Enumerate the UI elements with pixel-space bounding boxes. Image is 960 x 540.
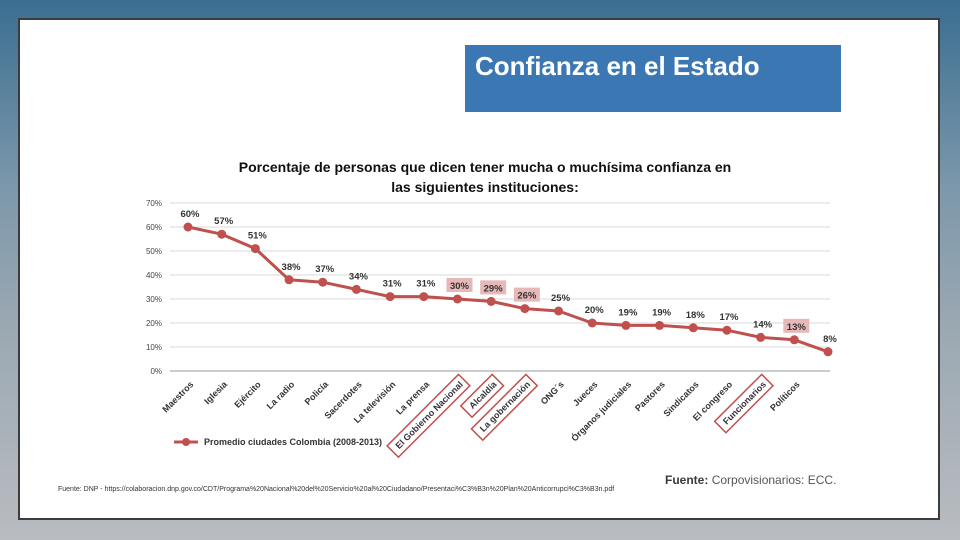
- data-point: [621, 320, 631, 330]
- category-outline-box: [459, 373, 505, 419]
- legend-marker: [182, 438, 190, 446]
- data-label: 26%: [517, 291, 537, 302]
- data-label: 31%: [383, 279, 403, 290]
- data-label: 30%: [450, 281, 470, 292]
- y-tick-label: 60%: [146, 223, 162, 232]
- category-outline-box: [470, 373, 539, 442]
- data-label-highlight: [446, 278, 473, 292]
- data-label: 19%: [618, 307, 638, 318]
- source-credit: Fuente: Corpovisionarios: ECC.: [665, 473, 836, 487]
- data-label: 13%: [787, 322, 807, 333]
- data-point: [789, 335, 799, 345]
- y-tick-label: 70%: [146, 199, 162, 208]
- legend-label: Promedio ciudades Colombia (2008-2013): [204, 437, 382, 447]
- data-point: [486, 296, 496, 306]
- data-point: [452, 294, 462, 304]
- line-chart: Porcentaje de personas que dicen tener m…: [146, 159, 837, 459]
- data-point: [520, 304, 530, 314]
- x-tick-label: La radio: [265, 379, 297, 411]
- data-label: 29%: [484, 283, 504, 294]
- data-label: 18%: [686, 310, 706, 321]
- y-tick-label: 0%: [150, 367, 162, 376]
- data-point: [823, 347, 833, 357]
- slide: Confianza en el Estado Porcentaje de per…: [18, 18, 940, 520]
- data-point: [318, 277, 328, 287]
- data-point: [284, 275, 294, 285]
- y-tick-label: 20%: [146, 319, 162, 328]
- data-label: 8%: [823, 334, 837, 345]
- series-line: [187, 225, 829, 354]
- chart-title-line2: las siguientes instituciones:: [391, 179, 579, 195]
- category-outline-box: [713, 373, 775, 434]
- data-label-highlight: [480, 280, 507, 295]
- data-label: 38%: [282, 262, 302, 273]
- data-label: 37%: [315, 264, 335, 275]
- data-label: 19%: [652, 307, 672, 318]
- slide-title: Confianza en el Estado: [475, 51, 760, 81]
- source-credit-label: Fuente:: [665, 473, 709, 487]
- chart-title-line1: Porcentaje de personas que dicen tener m…: [239, 159, 731, 175]
- data-point: [587, 318, 597, 328]
- data-point: [217, 229, 227, 239]
- data-point: [722, 325, 732, 335]
- data-point: [554, 306, 564, 316]
- x-tick-label: Maestros: [160, 379, 195, 414]
- slide-title-box: Confianza en el Estado: [465, 45, 841, 112]
- data-label-highlight: [513, 287, 540, 302]
- data-point: [250, 244, 260, 254]
- data-label: 17%: [719, 312, 739, 323]
- data-point: [756, 332, 766, 342]
- x-tick-label: Iglesia: [202, 379, 230, 407]
- y-tick-label: 10%: [146, 343, 162, 352]
- data-label: 25%: [551, 293, 571, 304]
- x-tick-label: El Gobierno Nacional: [393, 379, 464, 450]
- data-point: [385, 292, 395, 302]
- x-tick-label: Jueces: [571, 379, 600, 408]
- data-point: [351, 284, 361, 294]
- data-label: 31%: [416, 279, 436, 290]
- data-point: [183, 222, 193, 232]
- x-tick-label: Órganos judiciales: [569, 379, 634, 444]
- data-point: [655, 320, 665, 330]
- chart-area: Porcentaje de personas que dicen tener m…: [122, 112, 841, 496]
- y-tick-label: 50%: [146, 247, 162, 256]
- source-credit-value: Corpovisionarios: ECC.: [711, 473, 837, 487]
- data-point: [688, 323, 698, 333]
- data-point: [419, 292, 429, 302]
- data-label: 20%: [585, 305, 605, 316]
- data-label: 34%: [349, 271, 369, 282]
- data-label-highlight: [783, 318, 810, 333]
- data-label: 57%: [214, 216, 234, 227]
- y-tick-label: 30%: [146, 295, 162, 304]
- x-tick-label: Pastores: [633, 379, 667, 413]
- x-tick-label: Policía: [303, 379, 331, 407]
- x-tick-label: Políticos: [768, 379, 802, 413]
- data-label: 14%: [753, 319, 773, 330]
- x-tick-label: ONG´s: [539, 379, 566, 406]
- category-outline-box: [386, 373, 471, 459]
- data-label: 51%: [248, 231, 268, 242]
- data-label: 60%: [180, 209, 200, 220]
- y-tick-label: 40%: [146, 271, 162, 280]
- x-tick-label: Ejército: [232, 379, 263, 410]
- source-footnote: Fuente: DNP - https://colaboracion.dnp.g…: [58, 486, 615, 493]
